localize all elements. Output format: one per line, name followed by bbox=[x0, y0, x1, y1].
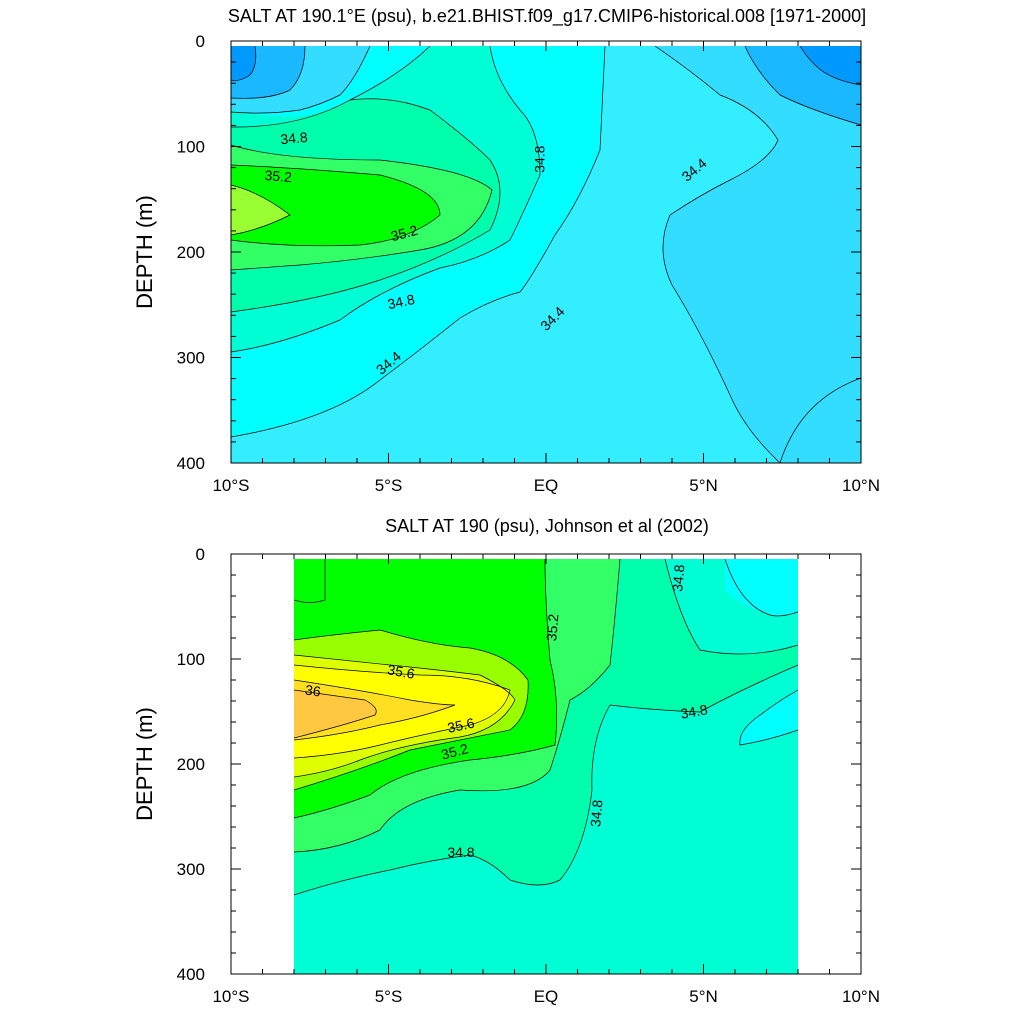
contour-fill-observations bbox=[294, 559, 798, 974]
contour-label: 34.8 bbox=[447, 844, 474, 860]
contour-label: 34.8 bbox=[587, 799, 605, 828]
panel-title-model: SALT AT 190.1°E (psu), b.e21.BHIST.f09_g… bbox=[228, 6, 866, 27]
contour-label: 34.8 bbox=[532, 145, 548, 172]
contour-line bbox=[779, 377, 861, 463]
contour-label: 34.8 bbox=[669, 564, 687, 593]
contour-label: 35.6 bbox=[386, 661, 416, 682]
x-tick-label: 10°N bbox=[842, 987, 880, 1006]
fill-band-orange bbox=[294, 690, 377, 738]
contour-label: 35.2 bbox=[543, 613, 561, 642]
contour-lines-observations bbox=[294, 559, 798, 896]
contour-line bbox=[231, 46, 371, 114]
axes-model: 10°S 5°S EQ 5°N 10°N 0 100 200 300 400 bbox=[177, 32, 880, 495]
y-tick-label: 400 bbox=[177, 454, 205, 473]
contour-line bbox=[231, 184, 291, 236]
contour-line bbox=[231, 164, 441, 247]
axes-observations: 10°S 5°S EQ 5°N 10°N 0 100 200 300 400 bbox=[177, 545, 880, 1006]
contour-line bbox=[294, 664, 511, 759]
y-tick-label: 100 bbox=[177, 138, 205, 157]
x-tick-label: 5°S bbox=[375, 476, 403, 495]
contour-line bbox=[654, 46, 781, 463]
fill-band-cyan-se bbox=[739, 690, 798, 745]
contour-label: 34.8 bbox=[679, 701, 709, 722]
fill-band-north-3 bbox=[800, 46, 861, 85]
contour-fill-model bbox=[231, 46, 861, 463]
contour-line bbox=[231, 46, 257, 81]
panel-model: SALT AT 190.1°E (psu), b.e21.BHIST.f09_g… bbox=[132, 6, 880, 495]
x-tick-label: 5°N bbox=[689, 987, 718, 1006]
contour-label: 35.6 bbox=[446, 714, 476, 735]
contour-line bbox=[724, 559, 798, 617]
contour-label: 35.2 bbox=[439, 740, 470, 763]
contour-labels-observations: 35.6 36 35.6 35.2 35.2 34.8 34.8 34.8 34.8 bbox=[304, 564, 709, 861]
contour-line bbox=[231, 46, 306, 99]
x-tick-label: 5°S bbox=[375, 987, 403, 1006]
contour-label: 34.8 bbox=[386, 291, 416, 312]
contour-line bbox=[231, 144, 493, 271]
fill-band-core bbox=[231, 185, 290, 235]
contour-line bbox=[294, 679, 456, 741]
contour-line bbox=[231, 46, 606, 438]
panel-observations: SALT AT 190 (psu), Johnson et al (2002) bbox=[132, 516, 880, 1006]
x-tick-label: 5°N bbox=[689, 476, 718, 495]
y-tick-label: 200 bbox=[177, 755, 205, 774]
x-tick-label: 10°S bbox=[212, 476, 249, 495]
contour-line bbox=[744, 46, 861, 126]
contour-line bbox=[799, 46, 861, 86]
panel-title-observations: SALT AT 190 (psu), Johnson et al (2002) bbox=[385, 516, 709, 536]
x-tick-label: 10°N bbox=[842, 476, 880, 495]
contour-line bbox=[294, 689, 377, 739]
contour-line bbox=[294, 629, 529, 791]
y-axis-label-model: DEPTH (m) bbox=[132, 195, 157, 309]
contour-line bbox=[739, 689, 798, 746]
contour-lines-model bbox=[231, 46, 861, 463]
contour-line bbox=[294, 654, 516, 778]
contour-line bbox=[231, 46, 541, 353]
contour-line bbox=[294, 559, 326, 603]
y-tick-label: 400 bbox=[177, 965, 205, 984]
fill-band-cyan-ne bbox=[725, 559, 798, 616]
contour-line bbox=[349, 46, 431, 101]
x-tick-label: EQ bbox=[534, 476, 559, 495]
y-axis-label-observations: DEPTH (m) bbox=[132, 707, 157, 821]
contour-label: 35.2 bbox=[264, 167, 293, 185]
contour-label: 36 bbox=[304, 681, 322, 699]
y-tick-label: 300 bbox=[177, 860, 205, 879]
y-tick-label: 200 bbox=[177, 243, 205, 262]
contour-line bbox=[294, 559, 557, 819]
contour-line bbox=[231, 98, 501, 313]
x-tick-label: 10°S bbox=[212, 987, 249, 1006]
y-tick-label: 300 bbox=[177, 349, 205, 368]
contour-label: 35.2 bbox=[389, 222, 420, 245]
fill-band-fresh-north bbox=[655, 46, 861, 463]
y-tick-label: 0 bbox=[196, 545, 205, 564]
y-tick-label: 0 bbox=[196, 32, 205, 51]
y-tick-label: 100 bbox=[177, 650, 205, 669]
x-tick-label: EQ bbox=[534, 987, 559, 1006]
fill-band-south-3 bbox=[231, 46, 256, 81]
fill-band-bright-green bbox=[231, 165, 440, 246]
contour-label: 34.8 bbox=[280, 129, 309, 147]
contour-line bbox=[664, 559, 798, 655]
contour-line bbox=[294, 664, 798, 896]
contour-line bbox=[294, 559, 621, 853]
